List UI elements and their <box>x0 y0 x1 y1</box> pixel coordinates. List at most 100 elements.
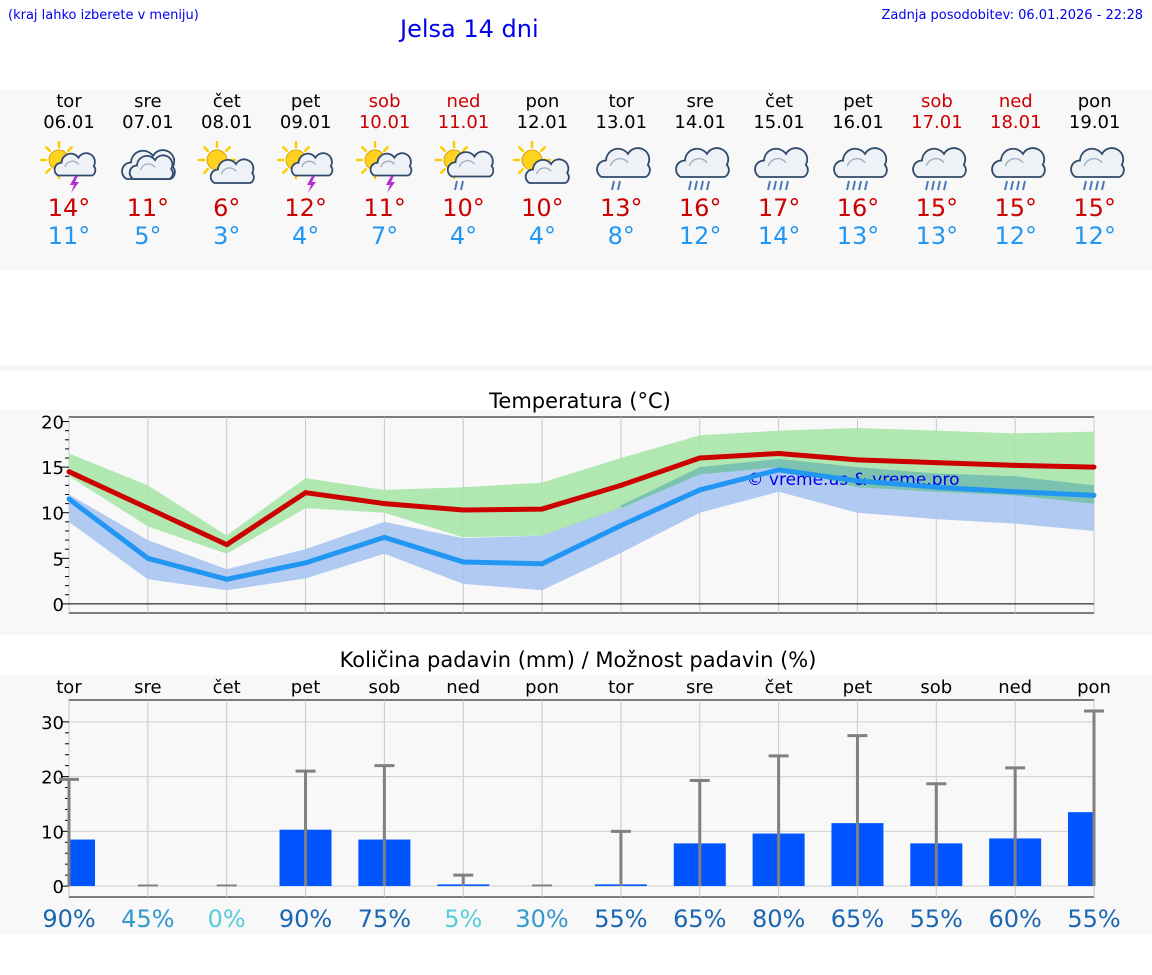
min-temperature-point <box>539 561 545 567</box>
min-temperature-point <box>303 560 309 566</box>
min-temperature: 11° <box>47 222 91 250</box>
min-temperature: 4° <box>528 222 557 250</box>
sun-cloud-thunder-icon <box>276 140 333 193</box>
min-temperature-point <box>697 487 703 493</box>
cloud-shade <box>458 159 475 168</box>
max-temperature-line <box>67 450 1095 548</box>
day-date: 08.01 <box>201 112 253 133</box>
precipitation-probability: 75% <box>358 905 411 933</box>
icon-parts <box>513 140 571 184</box>
precipitation-probability: 55% <box>910 905 963 933</box>
day-column: sob 17.01 15° 13° <box>897 90 977 250</box>
precipitation-bar <box>1068 812 1094 887</box>
precipitation-probability: 55% <box>594 905 647 933</box>
temperature-chart-title: Temperatura (°C) <box>488 389 671 413</box>
rain-drop <box>1021 180 1026 191</box>
rain-drop <box>1015 180 1020 191</box>
cloud-shape <box>525 158 571 184</box>
icon-parts <box>596 147 652 191</box>
min-temperature-point <box>460 559 466 565</box>
min-temperature: 12° <box>678 222 722 250</box>
min-temperature-point <box>854 478 860 484</box>
day-date: 13.01 <box>595 112 648 133</box>
min-temperature-point <box>381 534 387 540</box>
cloud-shape <box>990 147 1046 178</box>
sun-ray <box>66 146 73 153</box>
min-temperature: 13° <box>915 222 959 250</box>
day-date: 06.01 <box>43 112 95 133</box>
location-hint: (kraj lahko izberete v meniju) <box>8 8 199 23</box>
day-column: sre 07.01 11° 5° <box>108 90 188 250</box>
min-temperature-point <box>224 576 230 582</box>
day-label: sre <box>134 677 161 698</box>
cloud-shade <box>925 157 945 167</box>
rain-drop <box>930 180 935 191</box>
day-label: pet <box>843 677 873 698</box>
precipitation-probability: 65% <box>831 905 884 933</box>
min-temperature: 12° <box>994 222 1038 250</box>
min-temperature-point <box>776 467 782 473</box>
rain-drop <box>779 180 784 191</box>
day-label: pon <box>525 677 559 698</box>
max-temperature-point <box>381 501 387 507</box>
sun-ray <box>281 167 288 174</box>
daily-forecast-strip: tor 06.01 14° 11° sre 07.01 11° 5° čet 08.01 6° 3° p… <box>0 90 1152 270</box>
rain-drop <box>700 180 705 191</box>
cloud-rain-icon <box>912 147 967 191</box>
day-column: ned 18.01 15° 12° <box>976 90 1056 250</box>
cloud-shape <box>912 147 967 178</box>
icon-parts <box>197 140 255 184</box>
day-name: tor <box>608 91 635 112</box>
day-name: ned <box>446 91 481 112</box>
day-name: sre <box>134 91 162 112</box>
icon-parts <box>434 140 494 191</box>
cloud-shape <box>128 154 174 180</box>
cloud-rain-icon <box>990 147 1046 191</box>
y-tick-label: 15 <box>41 458 64 479</box>
max-temperature-point <box>460 507 466 513</box>
precipitation-probability: 30% <box>515 905 568 933</box>
min-temperature-point <box>66 496 72 502</box>
max-temperature-point <box>224 542 230 548</box>
max-temperature: 15° <box>994 194 1038 222</box>
max-temperature-point <box>618 482 624 488</box>
cloud-shade <box>64 160 80 168</box>
rain-drop <box>1088 180 1093 191</box>
day-label: ned <box>998 677 1032 698</box>
cloud-icon <box>121 149 176 180</box>
y-tick-label: 20 <box>41 413 64 434</box>
day-date: 18.01 <box>990 112 1042 133</box>
sun-cloud-icon <box>197 140 255 184</box>
rain-drop <box>852 180 856 191</box>
day-name: pet <box>843 91 873 112</box>
lightning-bolt <box>70 176 79 193</box>
max-temperature: 12° <box>284 194 327 222</box>
sun-ray <box>360 146 367 153</box>
precipitation-probability: 45% <box>121 905 174 933</box>
cloud-shape <box>675 147 730 178</box>
sun-ray <box>439 167 446 174</box>
day-label: sre <box>686 677 713 698</box>
sun-ray <box>202 167 209 174</box>
day-date: 11.01 <box>437 112 490 133</box>
cloud-shade <box>1004 157 1024 167</box>
min-temperature: 4° <box>292 222 320 250</box>
max-temperature: 16° <box>836 194 880 222</box>
max-temperature-point <box>933 460 939 466</box>
icon-parts <box>912 147 967 191</box>
min-temperature: 7° <box>370 222 399 250</box>
day-name: čet <box>212 91 241 112</box>
day-column: tor 13.01 13° 8° <box>581 90 661 250</box>
max-temperature-point <box>145 505 151 511</box>
icon-parts <box>675 147 730 191</box>
sun-ray <box>439 146 446 153</box>
cloud-shade <box>846 157 866 167</box>
y-tick-label: 30 <box>41 713 64 734</box>
y-tick-label: 5 <box>53 549 64 570</box>
day-column: čet 08.01 6° 3° <box>187 90 267 250</box>
precipitation-chart-title: Količina padavin (mm) / Možnost padavin … <box>340 648 817 672</box>
icon-parts <box>276 140 333 193</box>
rain-drop <box>858 180 862 191</box>
sun-ray <box>461 146 468 153</box>
